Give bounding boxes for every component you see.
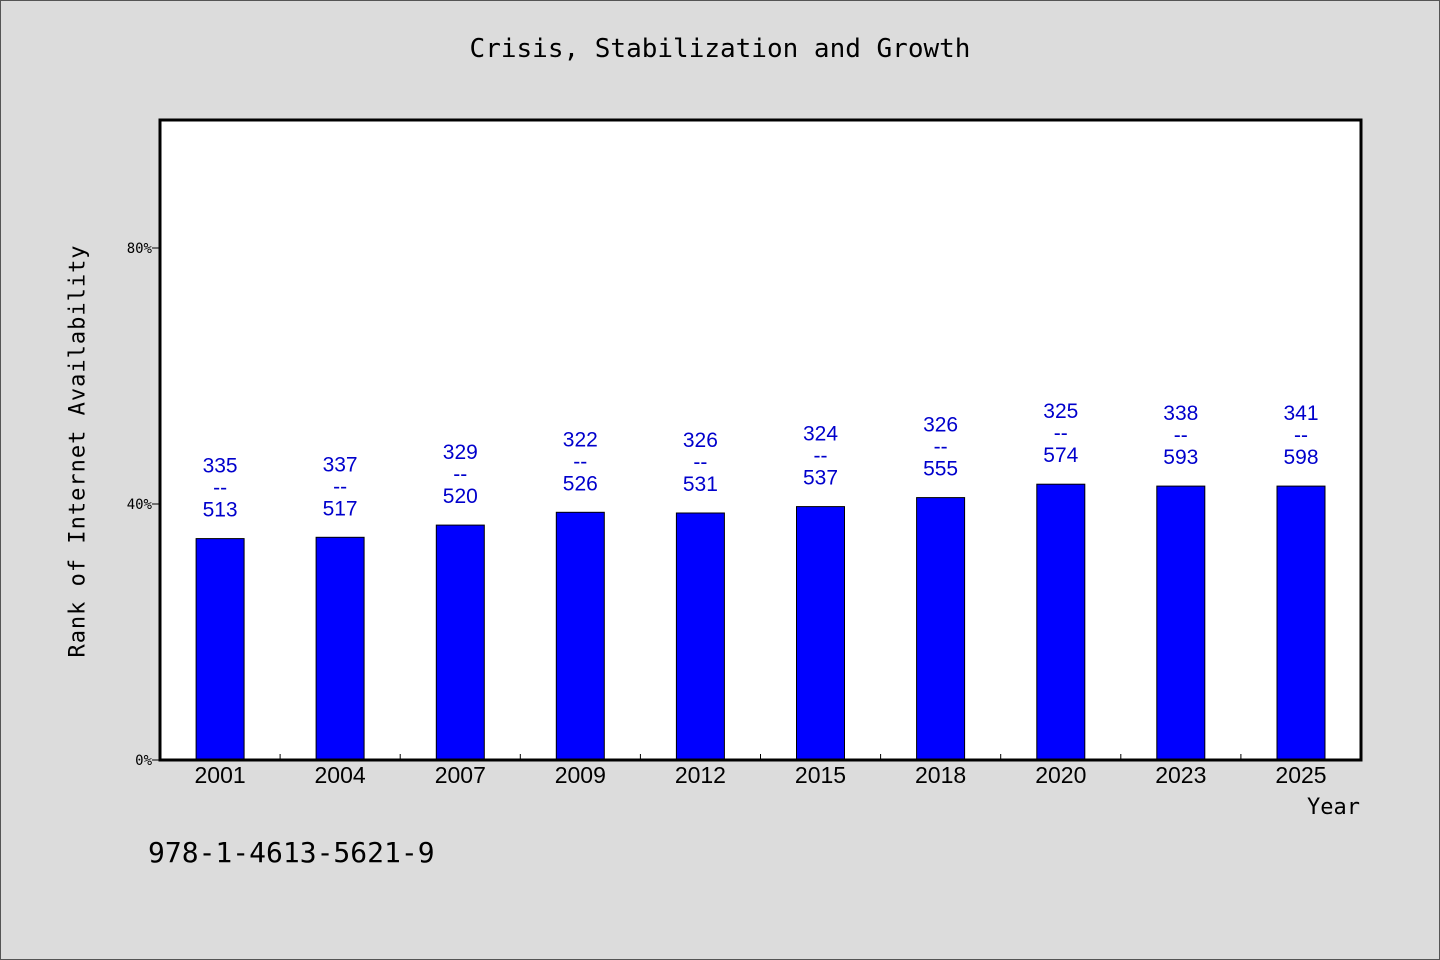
x-tick-label-2004: 2004 <box>315 762 366 788</box>
data-label-sep-2007: -- <box>453 463 467 486</box>
data-label-rank-2007: 329 <box>443 441 478 464</box>
data-label-total-2012: 531 <box>683 473 718 496</box>
data-label-sep-2020: -- <box>1054 422 1068 445</box>
data-label-rank-2025: 341 <box>1283 402 1318 425</box>
data-label-rank-2009: 322 <box>563 428 598 451</box>
plot-border <box>158 118 1363 762</box>
data-label-total-2023: 593 <box>1163 446 1198 469</box>
y-tick-label: 40% <box>127 497 153 513</box>
data-label-rank-2018: 326 <box>923 414 958 437</box>
y-tick-label: 80% <box>127 241 153 257</box>
bar-2001 <box>195 538 245 761</box>
data-label-total-2007: 520 <box>443 485 478 508</box>
data-label-sep-2015: -- <box>814 445 828 468</box>
data-label-sep-2012: -- <box>693 451 707 474</box>
data-label-total-2015: 537 <box>803 467 838 490</box>
data-label-rank-2023: 338 <box>1163 402 1198 425</box>
data-label-total-2001: 513 <box>203 499 238 522</box>
data-label-sep-2025: -- <box>1294 424 1308 447</box>
x-tick-label-2012: 2012 <box>675 762 726 788</box>
x-tick-label-2001: 2001 <box>195 762 246 788</box>
x-tick-label-2018: 2018 <box>915 762 966 788</box>
data-label-rank-2015: 324 <box>803 423 838 446</box>
data-label-total-2009: 526 <box>563 472 598 495</box>
data-label-total-2004: 517 <box>323 497 358 520</box>
data-label-total-2020: 574 <box>1043 444 1078 467</box>
data-label-sep-2004: -- <box>333 475 347 498</box>
data-label-sep-2001: -- <box>213 477 227 500</box>
y-tick-label: 0% <box>135 753 152 769</box>
data-labels-layer: 335--513337--517329--520322--526326--531… <box>203 400 1319 521</box>
bar-2025 <box>1276 485 1326 761</box>
data-label-total-2025: 598 <box>1283 446 1318 469</box>
x-tick-label-2007: 2007 <box>435 762 486 788</box>
data-label-sep-2009: -- <box>573 450 587 473</box>
data-label-rank-2001: 335 <box>203 455 238 478</box>
bars-layer <box>195 483 1326 761</box>
data-label-total-2018: 555 <box>923 458 958 481</box>
data-label-sep-2023: -- <box>1174 424 1188 447</box>
bar-2020 <box>1036 483 1086 761</box>
bar-2018 <box>916 497 966 761</box>
data-label-sep-2018: -- <box>934 436 948 459</box>
x-tick-label-2015: 2015 <box>795 762 846 788</box>
bar-2004 <box>315 536 365 761</box>
data-label-rank-2012: 326 <box>683 429 718 452</box>
x-axis-label: Year <box>1307 795 1360 820</box>
x-tick-label-2025: 2025 <box>1275 762 1326 788</box>
bar-2007 <box>435 524 485 761</box>
isbn-text: 978-1-4613-5621-9 <box>148 836 435 869</box>
axes-layer: 2001 2004 2007 2009 2012 2015 2018 2020 2023 2025… <box>127 241 1327 788</box>
bar-2023 <box>1156 485 1206 761</box>
x-tick-label-2020: 2020 <box>1035 762 1086 788</box>
chart-title: Crisis, Stabilization and Growth <box>469 34 971 64</box>
bar-2012 <box>675 512 725 761</box>
x-tick-label-2023: 2023 <box>1155 762 1206 788</box>
bar-2015 <box>796 506 845 761</box>
data-label-rank-2020: 325 <box>1043 400 1078 423</box>
bar-2009 <box>555 511 605 761</box>
x-tick-label-2009: 2009 <box>555 762 606 788</box>
data-label-rank-2004: 337 <box>323 453 358 476</box>
